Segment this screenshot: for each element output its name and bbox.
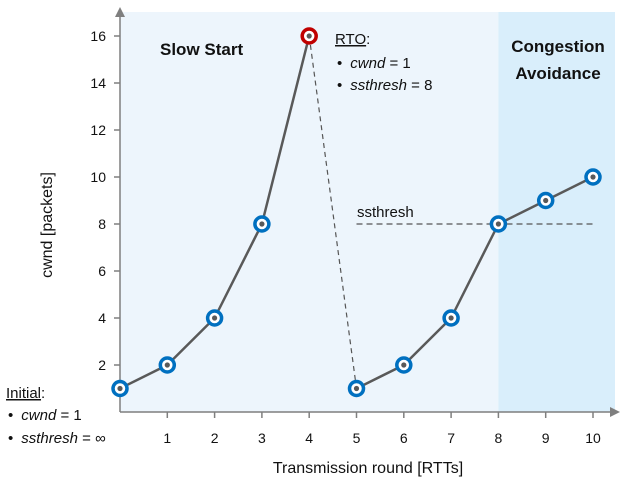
series-line-after-rto: [355, 175, 594, 390]
initial-cwnd-value: = 1: [56, 407, 81, 424]
y-tick-label-8: 8: [98, 216, 106, 232]
initial-cwnd-label: cwnd: [21, 407, 57, 424]
initial-title-colon: :: [41, 385, 45, 402]
initial-cwnd-bullet: •: [8, 407, 13, 424]
x-tick-label-10: 10: [585, 430, 601, 446]
markers-layer: [111, 27, 602, 398]
x-axis-title: Transmission round [RTTs]: [273, 460, 463, 477]
y-axis-title: cwnd [packets]: [39, 172, 56, 278]
y-tick-label-12: 12: [90, 122, 106, 138]
marker-dot-slow-start-2: [212, 315, 218, 321]
rto-cwnd-label: cwnd: [350, 55, 386, 72]
x-tick-label-9: 9: [542, 430, 550, 446]
initial-ssthresh-value: = ∞: [78, 430, 106, 447]
x-tick-label-7: 7: [447, 430, 455, 446]
marker-dot-after-rto-9: [543, 197, 549, 204]
congestion-avoidance-label-line1: Congestion: [511, 37, 605, 56]
initial-ssthresh-label: ssthresh: [21, 430, 78, 447]
y-tick-label-10: 10: [90, 169, 106, 185]
y-tick-label-4: 4: [98, 310, 106, 326]
rto-title: RTO:: [335, 31, 370, 48]
rto-ssthresh-bullet: •: [337, 77, 342, 94]
regions-layer: [120, 12, 615, 412]
rto-cwnd-bullet: •: [337, 55, 342, 72]
x-tick-label-4: 4: [305, 430, 313, 446]
marker-dot-after-rto-7: [448, 315, 454, 321]
region-congestion-avoidance: [498, 12, 615, 412]
initial-ssthresh-line: • ssthresh = ∞: [8, 430, 106, 447]
marker-dot-slow-start-0: [117, 385, 123, 392]
y-tick-label-6: 6: [98, 263, 106, 279]
y-tick-label-2: 2: [98, 357, 106, 373]
marker-dot-slow-start-3: [259, 221, 265, 227]
marker-dot-slow-start-4: [306, 33, 312, 39]
marker-dot-after-rto-6: [401, 362, 407, 368]
rto-title-colon: :: [366, 31, 370, 48]
marker-dot-slow-start-1: [164, 362, 170, 368]
rto-ssthresh-label: ssthresh: [350, 77, 407, 94]
rto-cwnd-value: = 1: [385, 55, 410, 72]
x-tick-label-6: 6: [400, 430, 408, 446]
slow-start-label: Slow Start: [160, 40, 243, 59]
initial-ssthresh-bullet: •: [8, 430, 13, 447]
ssthresh-line-label: ssthresh: [357, 204, 414, 221]
y-tick-label-14: 14: [90, 75, 106, 91]
x-tick-label-5: 5: [353, 430, 361, 446]
x-tick-label-8: 8: [495, 430, 503, 446]
rto-ssthresh-value: = 8: [407, 77, 432, 94]
rto-cwnd-line: • cwnd = 1: [337, 55, 411, 72]
x-tick-label-3: 3: [258, 430, 266, 446]
congestion-avoidance-label-line2: Avoidance: [515, 64, 600, 83]
marker-dot-after-rto-5: [353, 385, 360, 392]
rto-title-text: RTO: [335, 31, 366, 48]
marker-dot-after-rto-8: [495, 221, 501, 227]
region-slow-start: [120, 12, 499, 412]
x-tick-label-1: 1: [163, 430, 171, 446]
rto-ssthresh-line: • ssthresh = 8: [337, 77, 432, 94]
initial-title-text: Initial: [6, 385, 41, 402]
initial-title: Initial:: [6, 385, 45, 402]
y-tick-label-16: 16: [90, 28, 106, 44]
initial-cwnd-line: • cwnd = 1: [8, 407, 82, 424]
marker-dot-after-rto-10: [590, 174, 596, 180]
x-tick-label-2: 2: [211, 430, 219, 446]
